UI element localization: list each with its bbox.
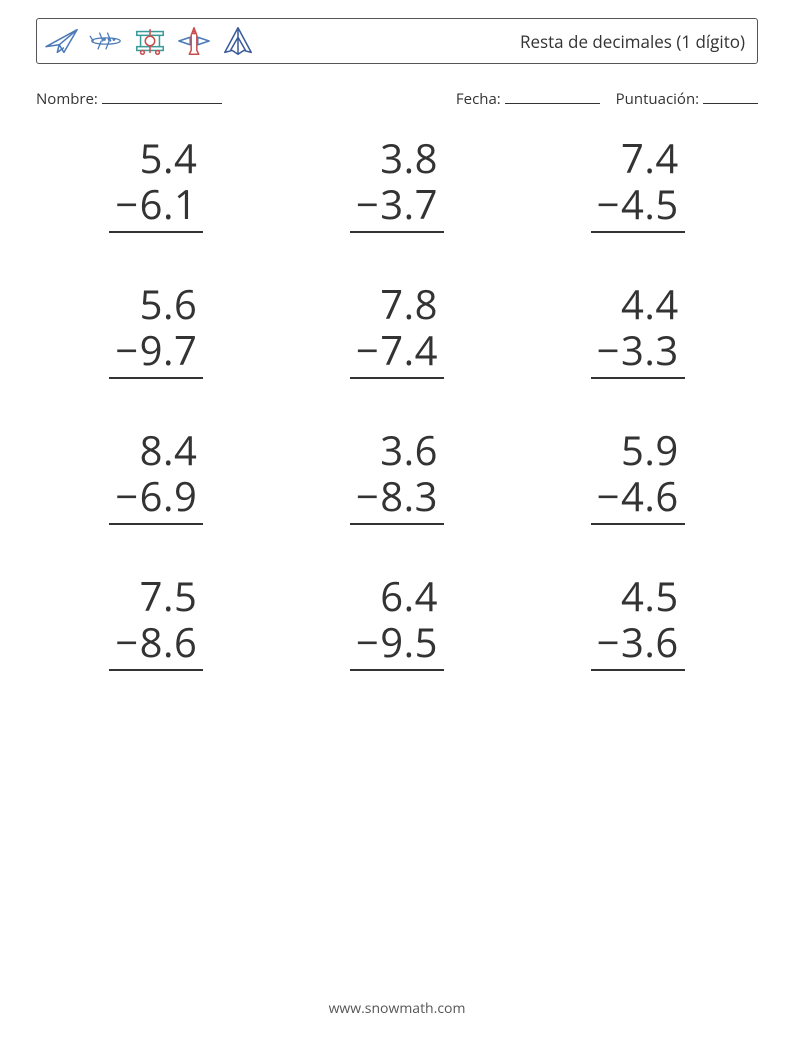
subtrahend: 9.7	[140, 322, 198, 377]
subtrahend-row: −9.7	[109, 327, 203, 379]
problem-stack: 5.6−9.7	[109, 281, 203, 379]
problem: 7.5−8.6	[36, 573, 277, 671]
subtrahend: 3.7	[380, 176, 438, 231]
problem-stack: 5.9−4.6	[591, 427, 685, 525]
minus-sign: −	[597, 468, 620, 523]
minuend: 7.4	[591, 135, 685, 181]
minuend: 4.5	[591, 573, 685, 619]
subtrahend: 4.5	[621, 176, 679, 231]
subtrahend: 4.6	[621, 468, 679, 523]
date-blank[interactable]	[505, 88, 600, 104]
subtrahend: 3.3	[621, 322, 679, 377]
problem: 5.4−6.1	[36, 135, 277, 233]
meta-name: Nombre:	[36, 88, 222, 109]
subtrahend-row: −3.6	[591, 619, 685, 671]
problem: 8.4−6.9	[36, 427, 277, 525]
subtrahend-row: −4.5	[591, 181, 685, 233]
subtrahend-row: −4.6	[591, 473, 685, 525]
problem: 5.6−9.7	[36, 281, 277, 379]
delta-plane-icon	[219, 24, 257, 58]
problem: 4.5−3.6	[517, 573, 758, 671]
minus-sign: −	[356, 176, 379, 231]
problem-stack: 7.4−4.5	[591, 135, 685, 233]
subtrahend-row: −8.3	[350, 473, 444, 525]
minus-sign: −	[597, 176, 620, 231]
minus-sign: −	[115, 468, 138, 523]
subtrahend: 9.5	[380, 614, 438, 669]
date-label: Fecha:	[456, 89, 501, 109]
subtrahend: 8.6	[140, 614, 198, 669]
subtrahend: 6.1	[140, 176, 198, 231]
subtrahend: 7.4	[380, 322, 438, 377]
minus-sign: −	[356, 614, 379, 669]
worksheet-page: Resta de decimales (1 dígito) Nombre: Fe…	[0, 0, 794, 1053]
subtrahend: 6.9	[140, 468, 198, 523]
problem: 7.8−7.4	[277, 281, 518, 379]
problem-stack: 4.4−3.3	[591, 281, 685, 379]
minuend: 5.9	[591, 427, 685, 473]
subtrahend: 8.3	[380, 468, 438, 523]
problem: 6.4−9.5	[277, 573, 518, 671]
problem: 4.4−3.3	[517, 281, 758, 379]
problem-stack: 3.6−8.3	[350, 427, 444, 525]
subtrahend-row: −6.9	[109, 473, 203, 525]
minuend: 8.4	[109, 427, 203, 473]
problem: 5.9−4.6	[517, 427, 758, 525]
problem-grid: 5.4−6.1 3.8−3.7 7.4−4.5 5.6−9.7 7.8−7.4 …	[36, 135, 758, 671]
minuend: 6.4	[350, 573, 444, 619]
minuend: 7.8	[350, 281, 444, 327]
problem: 7.4−4.5	[517, 135, 758, 233]
minuend: 3.8	[350, 135, 444, 181]
minus-sign: −	[115, 176, 138, 231]
minuend: 5.4	[109, 135, 203, 181]
worksheet-title: Resta de decimales (1 dígito)	[520, 30, 745, 53]
minuend: 5.6	[109, 281, 203, 327]
subtrahend-row: −6.1	[109, 181, 203, 233]
header-bar: Resta de decimales (1 dígito)	[36, 18, 758, 64]
header-icon-row	[41, 24, 257, 58]
subtrahend-row: −9.5	[350, 619, 444, 671]
subtrahend: 3.6	[621, 614, 679, 669]
subtrahend-row: −7.4	[350, 327, 444, 379]
problem-stack: 7.8−7.4	[350, 281, 444, 379]
minus-sign: −	[115, 322, 138, 377]
problem-stack: 6.4−9.5	[350, 573, 444, 671]
footer-url: www.snowmath.com	[0, 999, 794, 1018]
problem-stack: 8.4−6.9	[109, 427, 203, 525]
minus-sign: −	[356, 468, 379, 523]
score-blank[interactable]	[703, 88, 758, 104]
problem: 3.6−8.3	[277, 427, 518, 525]
minuend: 3.6	[350, 427, 444, 473]
subtrahend-row: −8.6	[109, 619, 203, 671]
problem-stack: 7.5−8.6	[109, 573, 203, 671]
minus-sign: −	[597, 614, 620, 669]
paper-plane-icon	[43, 24, 81, 58]
problem-stack: 3.8−3.7	[350, 135, 444, 233]
meta-row: Nombre: Fecha: Puntuación:	[36, 88, 758, 109]
problem-stack: 4.5−3.6	[591, 573, 685, 671]
meta-score: Puntuación:	[616, 88, 758, 109]
subtrahend-row: −3.3	[591, 327, 685, 379]
biplane-icon	[131, 24, 169, 58]
name-label: Nombre:	[36, 89, 98, 109]
jet-icon	[87, 24, 125, 58]
fighter-icon	[175, 24, 213, 58]
minus-sign: −	[597, 322, 620, 377]
minus-sign: −	[356, 322, 379, 377]
score-label: Puntuación:	[616, 89, 699, 109]
name-blank[interactable]	[102, 88, 222, 104]
problem-stack: 5.4−6.1	[109, 135, 203, 233]
minuend: 7.5	[109, 573, 203, 619]
problem: 3.8−3.7	[277, 135, 518, 233]
meta-date: Fecha:	[456, 88, 600, 109]
minuend: 4.4	[591, 281, 685, 327]
minus-sign: −	[115, 614, 138, 669]
subtrahend-row: −3.7	[350, 181, 444, 233]
